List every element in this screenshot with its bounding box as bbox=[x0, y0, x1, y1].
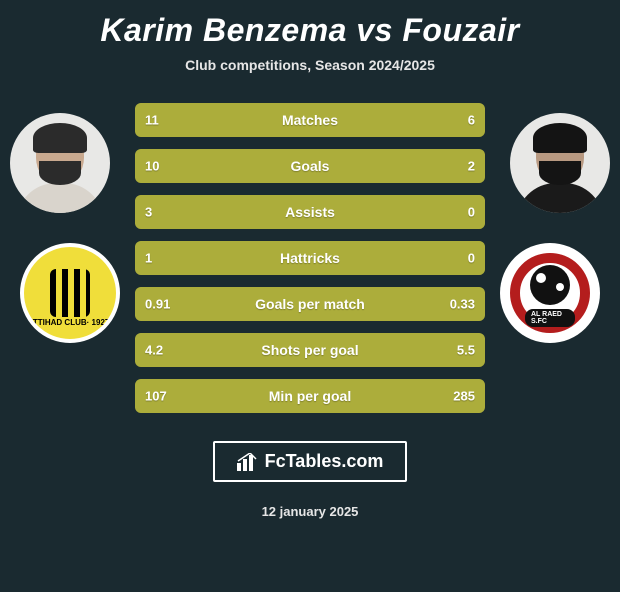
stat-row: Hattricks1 0 bbox=[135, 241, 485, 275]
brand-badge: FcTables.com bbox=[213, 441, 408, 482]
stat-label: Matches bbox=[135, 112, 485, 128]
stat-row: Min per goal107 285 bbox=[135, 379, 485, 413]
stat-value-right: 5.5 bbox=[457, 343, 475, 358]
page-subtitle: Club competitions, Season 2024/2025 bbox=[0, 57, 620, 73]
stat-row: Goals per match0.91 0.33 bbox=[135, 287, 485, 321]
stat-row: Goals10 2 bbox=[135, 149, 485, 183]
stat-label: Goals per match bbox=[135, 296, 485, 312]
club2-badge: AL RAED S.FC bbox=[500, 243, 600, 343]
stat-value-left: 10 bbox=[145, 159, 159, 174]
club1-badge: ITTIHAD CLUB· 1927 bbox=[20, 243, 120, 343]
stat-value-right: 2 bbox=[468, 159, 475, 174]
player2-torso bbox=[516, 183, 604, 213]
date-label: 12 january 2025 bbox=[0, 504, 620, 519]
club2-label: AL RAED S.FC bbox=[525, 309, 575, 327]
stat-value-left: 107 bbox=[145, 389, 167, 404]
stat-row: Assists3 0 bbox=[135, 195, 485, 229]
player2-beard bbox=[539, 161, 581, 185]
bar-chart-icon bbox=[237, 453, 259, 471]
stat-value-right: 0.33 bbox=[450, 297, 475, 312]
player1-torso bbox=[16, 183, 104, 213]
stat-value-left: 11 bbox=[145, 113, 159, 128]
stat-value-right: 0 bbox=[468, 251, 475, 266]
ittihad-stripes-icon bbox=[50, 269, 90, 317]
player1-hair bbox=[33, 123, 87, 153]
stat-label: Min per goal bbox=[135, 388, 485, 404]
club1-label: ITTIHAD CLUB· 1927 bbox=[24, 318, 116, 327]
brand-text: FcTables.com bbox=[265, 451, 384, 472]
stat-label: Assists bbox=[135, 204, 485, 220]
footer: FcTables.com bbox=[0, 441, 620, 482]
stat-label: Hattricks bbox=[135, 250, 485, 266]
player2-avatar bbox=[510, 113, 610, 213]
player1-avatar bbox=[10, 113, 110, 213]
player2-hair bbox=[533, 123, 587, 153]
stat-value-right: 285 bbox=[453, 389, 475, 404]
stat-row: Matches11 6 bbox=[135, 103, 485, 137]
player1-beard bbox=[39, 161, 81, 185]
stat-label: Goals bbox=[135, 158, 485, 174]
stat-value-left: 3 bbox=[145, 205, 152, 220]
stat-value-left: 4.2 bbox=[145, 343, 163, 358]
comparison-panel: ITTIHAD CLUB· 1927 AL RAED S.FC Matches1… bbox=[0, 103, 620, 433]
stat-bars: Matches116Goals102Assists30Hattricks10Go… bbox=[135, 103, 485, 425]
stat-value-right: 0 bbox=[468, 205, 475, 220]
stat-value-right: 6 bbox=[468, 113, 475, 128]
stat-row: Shots per goal4.2 5.5 bbox=[135, 333, 485, 367]
stat-value-left: 0.91 bbox=[145, 297, 170, 312]
page-title: Karim Benzema vs Fouzair bbox=[0, 12, 620, 49]
stat-value-left: 1 bbox=[145, 251, 152, 266]
stat-label: Shots per goal bbox=[135, 342, 485, 358]
alraed-ball-icon bbox=[530, 265, 570, 305]
